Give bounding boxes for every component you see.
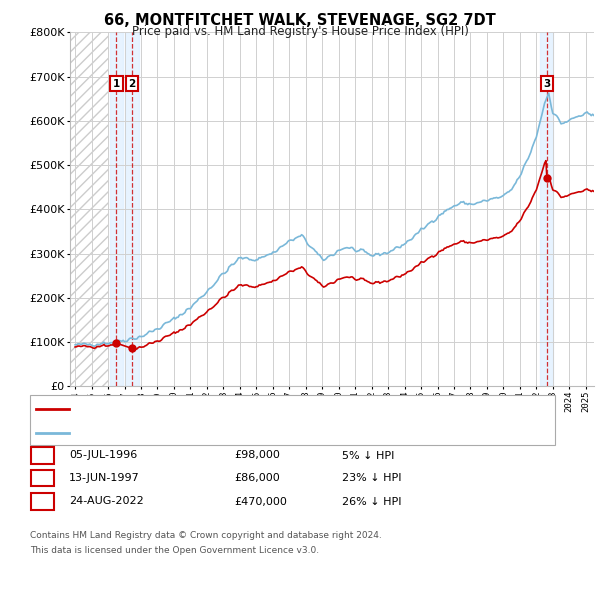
Text: £98,000: £98,000 (234, 451, 280, 460)
Text: 1: 1 (39, 451, 46, 460)
Bar (125, 32, 139, 386)
Text: This data is licensed under the Open Government Licence v3.0.: This data is licensed under the Open Gov… (30, 546, 319, 555)
Text: Price paid vs. HM Land Registry's House Price Index (HPI): Price paid vs. HM Land Registry's House … (131, 25, 469, 38)
Text: 1: 1 (113, 79, 120, 88)
Bar (541, 32, 553, 386)
Text: 24-AUG-2022: 24-AUG-2022 (69, 497, 144, 506)
Text: 5% ↓ HPI: 5% ↓ HPI (342, 451, 394, 460)
Bar (110, 32, 123, 386)
Text: 66, MONTFITCHET WALK, STEVENAGE, SG2 7DT (detached house): 66, MONTFITCHET WALK, STEVENAGE, SG2 7DT… (78, 404, 420, 414)
Text: HPI: Average price, detached house, Stevenage: HPI: Average price, detached house, Stev… (78, 428, 326, 438)
Text: 05-JUL-1996: 05-JUL-1996 (69, 451, 137, 460)
Text: 2: 2 (39, 473, 46, 483)
Text: 26% ↓ HPI: 26% ↓ HPI (342, 497, 401, 506)
Text: £470,000: £470,000 (234, 497, 287, 506)
Text: 23% ↓ HPI: 23% ↓ HPI (342, 473, 401, 483)
Text: 3: 3 (543, 79, 551, 88)
Bar (70, 32, 108, 386)
Text: Contains HM Land Registry data © Crown copyright and database right 2024.: Contains HM Land Registry data © Crown c… (30, 531, 382, 540)
Text: 3: 3 (39, 497, 46, 506)
Text: £86,000: £86,000 (234, 473, 280, 483)
Text: 66, MONTFITCHET WALK, STEVENAGE, SG2 7DT: 66, MONTFITCHET WALK, STEVENAGE, SG2 7DT (104, 13, 496, 28)
Text: 2: 2 (128, 79, 136, 88)
Text: 13-JUN-1997: 13-JUN-1997 (69, 473, 140, 483)
